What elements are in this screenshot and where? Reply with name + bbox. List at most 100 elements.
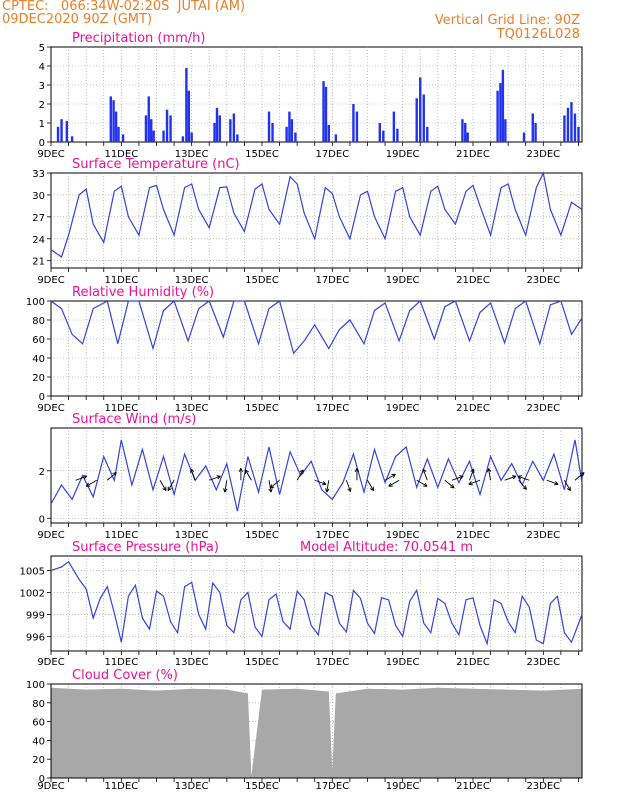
wind-vector-head [268,488,273,493]
precip-xtick-label: 23DEC [526,149,560,160]
cloud-ytick-label: 40 [32,736,45,747]
wind-vector [564,480,571,491]
wind-vector-head [325,488,330,493]
precip-bar [117,126,120,142]
wind-vector-head [216,475,221,480]
rh-ytick-label: 80 [32,316,45,327]
precip-xtick-label: 13DEC [175,149,209,160]
temp-frame [50,172,583,269]
wind-vector [296,469,304,481]
pres-xtick-label: 11DEC [104,657,138,668]
wind-vector [469,468,474,481]
precip-bar [56,126,60,142]
precip-bar [378,123,381,142]
wind-vector-head [459,475,464,480]
pres-annotation: Model Altitude: 70.0541 m [300,540,473,555]
precip-bar [215,107,219,142]
precip-xtick-label: 15DEC [245,149,279,160]
wind-vector-head [554,481,559,486]
wind-vector-head [388,482,393,487]
wind-vector-head [82,475,88,480]
temp-xtick-label: 15DEC [245,275,279,286]
rh-title: Relative Humidity (%) [72,285,214,300]
pres-xtick-label: 19DEC [386,657,420,668]
temp-xtick-label: 23DEC [526,275,560,286]
wind-ytick-label: 2 [39,467,45,478]
pres-title: Surface Pressure (hPa) [72,540,219,555]
rh-xtick-label: 11DEC [104,403,138,414]
pres-frame [50,555,583,652]
temp-xtick-label: 9DEC [37,275,64,286]
precip-bar [522,132,526,142]
wind-vector-head [566,486,571,492]
pres-xtick-label: 15DEC [245,657,279,668]
precip-bar [570,102,573,142]
precip-bar [499,83,502,142]
precip-bar [496,90,499,142]
wind-vector [384,473,396,481]
wind-vector [224,480,228,493]
wind-panel: 0 2 9DEC 11DEC 13DEC 15DEC 17DEC 19DEC 21DEC 23DE… [37,412,585,541]
precip-bar [187,90,191,142]
precip-bar [419,77,422,142]
precip-xtick-label: 9DEC [37,149,64,160]
cloud-xtick-label: 11DEC [104,781,138,792]
cloud-xtick-label: 15DEC [245,781,279,792]
precip-bar [152,130,155,142]
precip-bar [415,98,418,142]
precip-bar [232,113,236,142]
precip-bar [285,126,288,142]
precip-bar [121,134,125,142]
wind-vector [518,479,527,490]
wind-xtick-label: 9DEC [37,530,64,541]
rh-xtick-label: 19DEC [386,403,420,414]
rh-ytick-label: 100 [26,297,45,308]
precip-bar [573,113,577,142]
wind-vector-head [85,482,91,487]
wind-vector-head [354,468,360,473]
precip-bar [65,121,69,142]
wind-vector-head [321,481,327,486]
temp-ytick-label: 27 [32,213,45,224]
precip-bar [294,132,297,142]
wind-vector-head [450,484,455,489]
precip-bar [534,123,537,142]
rh-ytick-label: 40 [32,354,45,365]
wind-vector [326,480,330,493]
pres-ytick-label: 1005 [20,567,45,578]
wind-vector-head [112,472,117,477]
cloud-area [51,687,582,778]
wind-vector [159,480,167,491]
rh-xtick-label: 15DEC [245,403,279,414]
pres-series-line [50,560,583,646]
wind-series-line [50,439,583,512]
wind-vector [444,479,455,489]
precip-bar [288,111,291,142]
temp-xtick-label: 17DEC [315,275,349,286]
precip-bar [464,123,467,142]
precip-ytick-label: 0 [39,138,45,149]
wind-ytick-label: 0 [39,514,45,525]
precip-bar [181,136,185,142]
temp-series-line [50,171,583,258]
precip-bar [112,100,115,142]
temp-xtick-label: 11DEC [104,275,138,286]
precip-ytick-label: 4 [39,62,45,73]
cloud-ytick-label: 100 [26,680,45,691]
precip-bar [566,107,570,142]
precip-ytick-label: 1 [39,119,45,130]
cloud-xtick-label: 23DEC [526,781,560,792]
precip-bar [422,94,425,142]
wind-vector [451,475,464,481]
precip-bar [426,126,429,142]
precip-bar [504,119,507,142]
wind-vector [167,480,175,491]
precip-bar [382,130,385,142]
rh-ytick-label: 20 [32,373,45,384]
wind-frame [50,427,583,524]
wind-vector [488,468,492,481]
rh-xtick-label: 13DEC [175,403,209,414]
temp-title: Surface Temperature (nC) [72,157,240,172]
precip-bar [109,96,112,142]
precip-xtick-label: 21DEC [456,149,490,160]
